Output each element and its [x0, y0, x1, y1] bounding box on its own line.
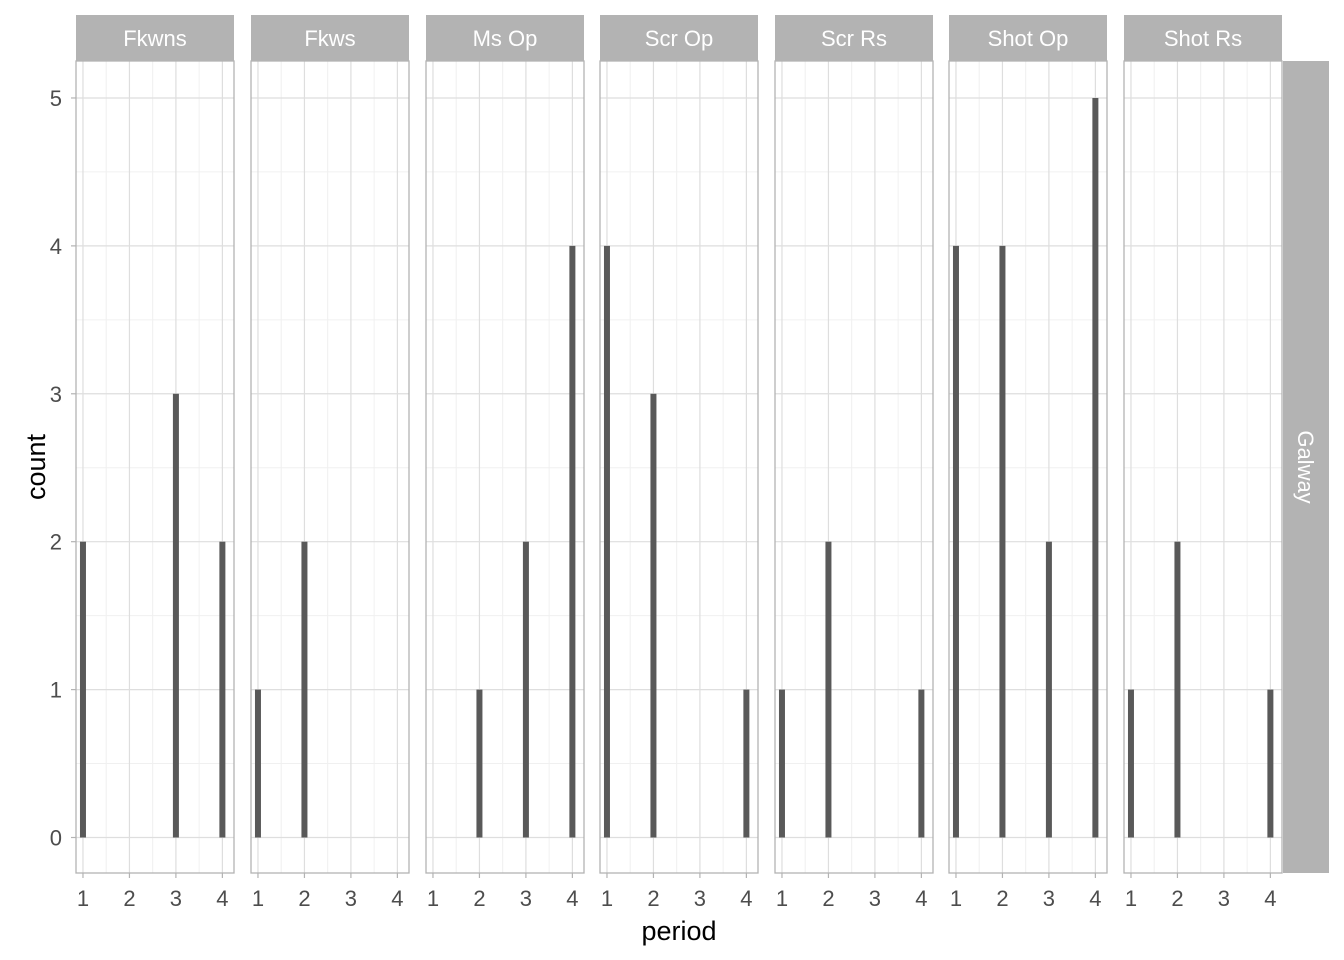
x-tick-label: 2 [996, 886, 1008, 911]
x-tick-label: 3 [520, 886, 532, 911]
y-tick-label: 1 [50, 678, 62, 703]
panel-border [774, 60, 934, 874]
bar [825, 541, 832, 838]
x-tick-label: 1 [601, 886, 613, 911]
facet-strip-label: Fkws [304, 26, 355, 51]
x-tick-label: 3 [170, 886, 182, 911]
facet-panel: Fkws 1 2 3 4 [250, 15, 410, 911]
x-tick-label: 4 [740, 886, 752, 911]
facet-panel: Ms Op 1 2 3 4 [425, 15, 585, 911]
bar [476, 689, 483, 838]
x-tick-label: 4 [566, 886, 578, 911]
bar [1045, 541, 1052, 838]
facet-panel: Shot Rs 1 2 3 4 [1123, 15, 1283, 911]
x-tick-label: 1 [950, 886, 962, 911]
bar [569, 245, 576, 838]
facet-panel: Fkwns 1 2 3 4 [75, 15, 235, 911]
bar [650, 393, 657, 838]
facet-strip [600, 15, 758, 61]
y-tick-label: 2 [50, 530, 62, 555]
bar [219, 541, 226, 838]
x-tick-label: 1 [77, 886, 89, 911]
bar [522, 541, 529, 838]
bar [1267, 689, 1274, 838]
facet-strip-label: Scr Op [645, 26, 713, 51]
panel-border [1123, 60, 1283, 874]
bar [743, 689, 750, 838]
facet-strip-label: Ms Op [473, 26, 538, 51]
x-tick-label: 3 [694, 886, 706, 911]
y-tick-label: 4 [50, 234, 62, 259]
x-tick-label: 4 [216, 886, 228, 911]
x-tick-label: 1 [776, 886, 788, 911]
x-tick-label: 3 [1218, 886, 1230, 911]
facet-strip-label: Shot Op [988, 26, 1069, 51]
panel-border [425, 60, 585, 874]
facet-strip [426, 15, 584, 61]
facet-strip [1124, 15, 1282, 61]
bar [172, 393, 179, 838]
y-tick-label: 3 [50, 382, 62, 407]
panel-border [599, 60, 759, 874]
facet-strip-label: Fkwns [123, 26, 187, 51]
facet-strip [76, 15, 234, 61]
bar [952, 245, 959, 838]
bar [301, 541, 308, 838]
bar [999, 245, 1006, 838]
y-tick-label: 5 [50, 86, 62, 111]
facet-panel: Scr Rs 1 2 3 4 [774, 15, 934, 911]
y-tick-label: 0 [50, 826, 62, 851]
x-tick-label: 2 [473, 886, 485, 911]
bar [778, 689, 785, 838]
facet-panel: Shot Op 1 2 3 4 [948, 15, 1108, 911]
x-tick-label: 4 [391, 886, 403, 911]
bar [918, 689, 925, 838]
bar [79, 541, 86, 838]
bar [603, 245, 610, 838]
x-tick-label: 4 [1089, 886, 1101, 911]
x-tick-label: 3 [345, 886, 357, 911]
x-tick-label: 2 [822, 886, 834, 911]
panel-border [250, 60, 410, 874]
bar [1092, 97, 1099, 838]
facet-panel: Scr Op 1 2 3 4 [599, 15, 759, 911]
x-axis-title: period [641, 916, 716, 946]
x-tick-label: 4 [915, 886, 927, 911]
y-axis: 0 1 2 3 4 5 [50, 86, 76, 851]
panel-border [75, 60, 235, 874]
bar [1174, 541, 1181, 838]
x-tick-label: 1 [1125, 886, 1137, 911]
facet-strip [949, 15, 1107, 61]
panel-border [948, 60, 1108, 874]
row-strip-background [1283, 61, 1329, 873]
bar [1127, 689, 1134, 838]
x-tick-label: 3 [1043, 886, 1055, 911]
facet-strip [775, 15, 933, 61]
x-tick-label: 1 [252, 886, 264, 911]
x-tick-label: 2 [1171, 886, 1183, 911]
facet-strip-label: Scr Rs [821, 26, 887, 51]
x-tick-label: 2 [123, 886, 135, 911]
facet-strip [251, 15, 409, 61]
x-tick-label: 3 [869, 886, 881, 911]
bar [254, 689, 261, 838]
facet-strip-label: Shot Rs [1164, 26, 1242, 51]
y-axis-title: count [21, 433, 51, 500]
x-tick-label: 4 [1264, 886, 1276, 911]
x-tick-label: 1 [427, 886, 439, 911]
x-tick-label: 2 [298, 886, 310, 911]
row-facet-strip: Galway [1283, 61, 1329, 873]
x-tick-label: 2 [647, 886, 659, 911]
row-strip-label: Galway [1293, 430, 1318, 503]
